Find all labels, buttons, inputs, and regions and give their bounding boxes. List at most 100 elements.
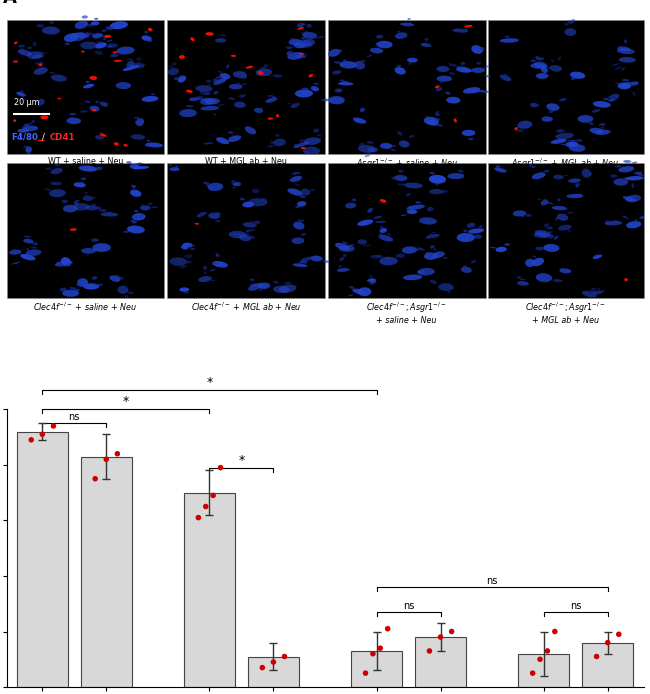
Ellipse shape: [99, 101, 108, 107]
Ellipse shape: [73, 183, 86, 187]
Ellipse shape: [92, 203, 97, 205]
Ellipse shape: [31, 246, 36, 248]
Ellipse shape: [407, 205, 425, 210]
Ellipse shape: [215, 220, 220, 222]
Ellipse shape: [610, 94, 614, 97]
Point: [112, 448, 123, 459]
Ellipse shape: [354, 61, 365, 69]
Ellipse shape: [73, 203, 79, 205]
Ellipse shape: [468, 228, 484, 234]
Ellipse shape: [342, 81, 349, 82]
Ellipse shape: [589, 122, 593, 125]
Ellipse shape: [233, 182, 241, 186]
Ellipse shape: [504, 74, 508, 76]
Ellipse shape: [317, 134, 322, 137]
Ellipse shape: [86, 254, 89, 255]
Ellipse shape: [569, 144, 586, 152]
Point: [550, 626, 560, 637]
Ellipse shape: [474, 235, 482, 239]
Ellipse shape: [359, 143, 365, 146]
Ellipse shape: [463, 230, 467, 232]
Ellipse shape: [304, 31, 308, 33]
Ellipse shape: [186, 105, 194, 108]
Ellipse shape: [289, 39, 302, 45]
Ellipse shape: [186, 90, 193, 93]
Ellipse shape: [363, 245, 366, 246]
Ellipse shape: [448, 63, 457, 65]
Ellipse shape: [275, 134, 280, 137]
Ellipse shape: [426, 41, 428, 42]
Ellipse shape: [258, 282, 270, 289]
Ellipse shape: [210, 280, 215, 281]
Ellipse shape: [96, 206, 101, 209]
Ellipse shape: [611, 63, 619, 66]
Ellipse shape: [558, 56, 562, 60]
Ellipse shape: [361, 108, 365, 112]
Ellipse shape: [189, 246, 192, 248]
Ellipse shape: [438, 283, 454, 291]
Ellipse shape: [380, 199, 386, 203]
Ellipse shape: [198, 276, 212, 282]
Ellipse shape: [301, 147, 305, 149]
Ellipse shape: [207, 183, 223, 191]
Ellipse shape: [294, 144, 298, 148]
Ellipse shape: [268, 117, 274, 120]
Ellipse shape: [343, 254, 347, 257]
Ellipse shape: [301, 39, 315, 46]
Ellipse shape: [517, 281, 529, 286]
Ellipse shape: [242, 76, 247, 79]
Ellipse shape: [395, 67, 406, 74]
Ellipse shape: [109, 43, 118, 48]
Ellipse shape: [427, 207, 434, 212]
Ellipse shape: [57, 262, 61, 264]
Ellipse shape: [447, 173, 465, 179]
Ellipse shape: [61, 257, 71, 266]
Ellipse shape: [90, 105, 99, 112]
Ellipse shape: [81, 51, 84, 53]
Ellipse shape: [197, 96, 203, 99]
Ellipse shape: [521, 215, 525, 217]
Ellipse shape: [73, 200, 80, 203]
Ellipse shape: [125, 295, 129, 298]
Ellipse shape: [595, 130, 610, 135]
Ellipse shape: [560, 269, 571, 273]
Ellipse shape: [442, 190, 448, 193]
Ellipse shape: [408, 18, 411, 20]
Ellipse shape: [551, 60, 554, 62]
Ellipse shape: [216, 253, 220, 257]
Ellipse shape: [415, 201, 419, 203]
Ellipse shape: [568, 178, 581, 183]
Ellipse shape: [367, 141, 374, 144]
Ellipse shape: [38, 51, 43, 53]
Ellipse shape: [575, 185, 578, 187]
Ellipse shape: [70, 228, 77, 231]
Ellipse shape: [22, 94, 26, 97]
Ellipse shape: [548, 234, 554, 239]
Point: [37, 429, 47, 440]
Ellipse shape: [79, 165, 97, 171]
Ellipse shape: [402, 246, 417, 254]
Ellipse shape: [342, 242, 348, 244]
Ellipse shape: [56, 262, 60, 266]
Text: A: A: [3, 0, 17, 8]
Ellipse shape: [24, 235, 28, 237]
Ellipse shape: [534, 61, 547, 69]
Ellipse shape: [471, 89, 480, 93]
Ellipse shape: [25, 249, 42, 256]
Ellipse shape: [409, 22, 411, 24]
Text: ns: ns: [69, 412, 80, 423]
Ellipse shape: [193, 97, 201, 101]
Ellipse shape: [334, 61, 341, 64]
Ellipse shape: [246, 235, 255, 239]
Point: [603, 637, 613, 648]
Ellipse shape: [576, 139, 582, 142]
Ellipse shape: [368, 278, 376, 282]
Ellipse shape: [415, 201, 421, 203]
Ellipse shape: [92, 276, 98, 280]
Bar: [6, 19, 164, 154]
Ellipse shape: [407, 210, 417, 214]
Ellipse shape: [394, 175, 408, 181]
Ellipse shape: [131, 134, 145, 139]
Ellipse shape: [621, 83, 624, 84]
Bar: [328, 163, 486, 298]
